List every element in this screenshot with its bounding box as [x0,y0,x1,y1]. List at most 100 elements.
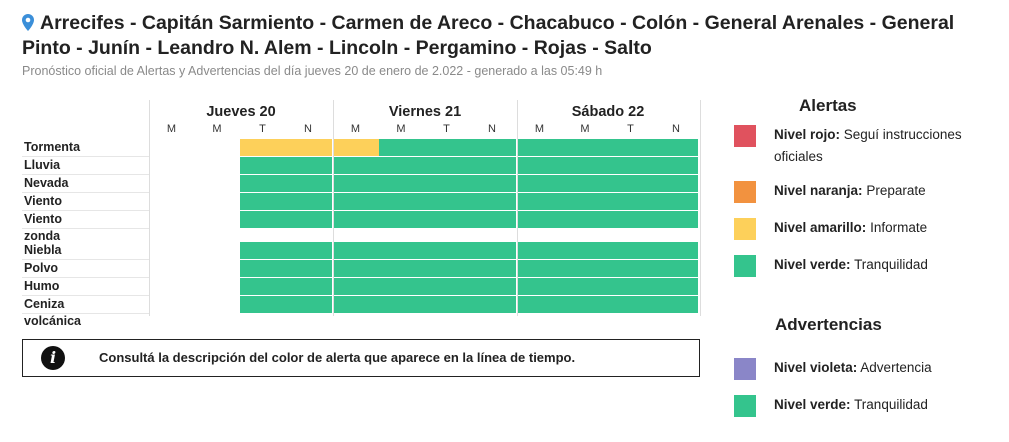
timeline-cell-verde [653,193,698,210]
timeline-cell-verde [378,260,424,277]
timeline-row-label: Lluvia [24,158,61,172]
timeline-cell-verde [653,278,698,295]
legend-swatch-verde [734,255,756,277]
timeline-row-label: Tormenta [24,140,81,154]
timeline-cell-verde [469,139,516,156]
timeline-cell-verde [562,260,608,277]
timeline-cell-verde [653,139,698,156]
timeline-cell-verde [518,139,564,156]
timeline-cell-verde [378,139,424,156]
timeline-cell-amarillo [285,139,332,156]
timeline-cell-verde [424,260,470,277]
segment-label: M [396,123,406,135]
row-divider [22,313,149,314]
timeline-cell-verde [285,260,332,277]
grid-line [517,100,518,316]
timeline-cell-verde [378,278,424,295]
timeline-cell-verde [469,175,516,192]
timeline-cell-verde [562,193,608,210]
segment-label: N [488,123,496,135]
segment-label: M [534,123,545,135]
timeline-row-label: Niebla [24,243,62,257]
timeline-row-label: Polvo [24,261,59,275]
timeline-cell-verde [518,278,564,295]
timeline-cell-verde [469,157,516,174]
timeline-cell-verde [285,193,332,210]
timeline-cell-verde [378,211,424,228]
timeline-cell-verde [334,296,380,313]
timeline-cell-verde [378,193,424,210]
timeline-cell-verde [653,211,698,228]
segment-label: N [304,123,312,135]
timeline-cell-verde [608,211,654,228]
day-title: Jueves 20 [206,104,276,120]
timeline-cell-verde [469,260,516,277]
timeline-cell-verde [608,242,654,259]
timeline-cell-verde [424,242,470,259]
timeline-cell-verde [285,211,332,228]
legend-swatch-rojo [734,125,756,147]
segment-label: M [580,123,590,135]
timeline-cell-verde [562,211,608,228]
legend-item-verde: Nivel verde: Tranquilidad [774,257,928,272]
timeline-row-label: Viento [24,194,62,208]
timeline-cell-verde [653,242,698,259]
timeline-cell-verde [653,296,698,313]
segment-label: N [672,123,680,135]
timeline-cell-verde [562,296,608,313]
timeline-cell-verde [424,296,470,313]
grid-line [333,100,334,316]
timeline-cell-verde [562,242,608,259]
timeline-cell-verde [608,157,654,174]
day-title: Sábado 22 [571,104,645,120]
timeline-cell-verde [608,296,654,313]
timeline-cell-verde [518,242,564,259]
timeline-cell-amarillo [334,139,380,156]
timeline-cell-verde [285,175,332,192]
timeline-cell-verde [240,278,286,295]
timeline-cell-verde [608,175,654,192]
timeline-cell-verde [240,157,286,174]
timeline-cell-verde [518,175,564,192]
timeline-cell-amarillo [240,139,286,156]
legend-swatch-naranja [734,181,756,203]
timeline-cell-verde [424,193,470,210]
timeline-cell-verde [653,175,698,192]
timeline-cell-verde [240,193,286,210]
timeline-cell-verde [240,296,286,313]
timeline-cell-verde [334,260,380,277]
legend-item-rojo: Nivel rojo: Seguí instrucciones oficiale… [774,127,962,164]
timeline-cell-verde [653,157,698,174]
timeline-cell-verde [424,175,470,192]
timeline-cell-verde [562,157,608,174]
timeline-cell-verde [518,296,564,313]
timeline-row-label: Humo [24,279,60,293]
segment-label: M [350,123,361,135]
timeline-cell-verde [469,193,516,210]
legend-swatch-amarillo [734,218,756,240]
timeline-cell-verde [469,296,516,313]
segment-label: M [212,123,222,135]
timeline-cell-verde [424,157,470,174]
page-subtitle: Pronóstico oficial de Alertas y Adverten… [22,64,603,78]
timeline-cell-verde [240,242,286,259]
info-text: Consultá la descripción del color de ale… [99,350,576,365]
timeline-cell-verde [334,175,380,192]
legend-item-verde-adv: Nivel verde: Tranquilidad [774,397,928,412]
timeline-cell-verde [518,157,564,174]
row-divider [22,156,149,157]
timeline-cell-verde [518,211,564,228]
timeline-cell-verde [608,278,654,295]
row-divider [22,192,149,193]
segment-label: T [259,123,266,135]
timeline-row-label: Viento zonda [24,212,62,243]
row-divider [22,174,149,175]
timeline-cell-verde [285,278,332,295]
timeline-cell-verde [424,211,470,228]
row-divider [22,295,149,296]
timeline-cell-verde [378,175,424,192]
location-pin-icon [22,14,34,37]
timeline-cell-verde [379,139,380,156]
legend-item-amarillo: Nivel amarillo: Informate [774,220,928,235]
timeline-cell-verde [424,278,470,295]
